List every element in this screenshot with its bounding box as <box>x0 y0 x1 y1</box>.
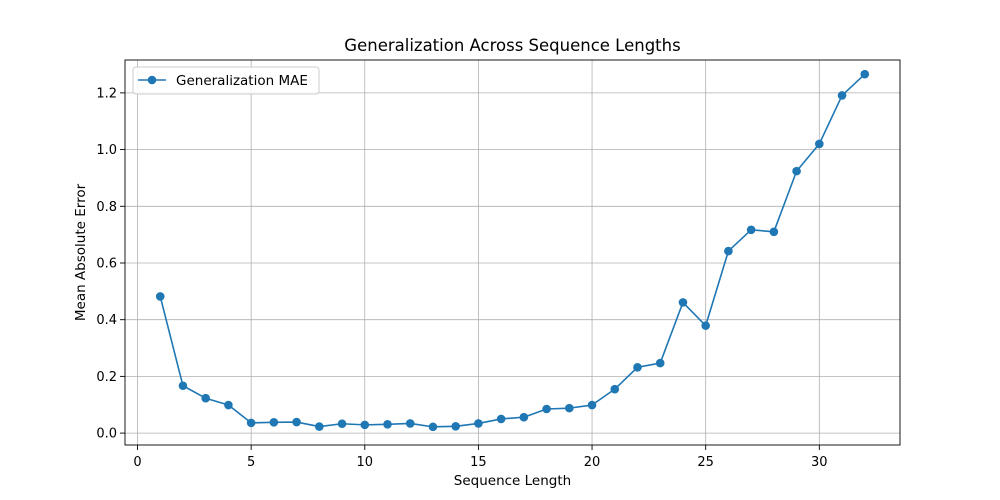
data-point <box>860 69 870 79</box>
data-point <box>428 422 438 432</box>
x-tick-label: 20 <box>584 455 601 470</box>
x-axis-title: Sequence Length <box>454 473 571 489</box>
data-point <box>633 363 642 372</box>
data-point <box>610 384 620 394</box>
legend: Generalization MAE <box>132 66 320 95</box>
data-point <box>383 420 392 429</box>
data-point <box>496 414 506 424</box>
legend-marker-swatch <box>147 75 157 85</box>
x-tick-label: 10 <box>356 455 373 470</box>
y-tick-label: 0.2 <box>96 370 117 385</box>
data-point <box>292 417 301 427</box>
y-tick-label: 0.0 <box>96 427 117 442</box>
data-point <box>542 404 551 414</box>
data-point <box>405 419 415 428</box>
legend-box <box>132 66 320 95</box>
chart-title: Generalization Across Sequence Lengths <box>344 36 680 55</box>
data-point <box>155 292 165 301</box>
data-point <box>587 400 597 410</box>
data-point <box>746 225 756 235</box>
data-point <box>315 422 324 431</box>
y-tick-label: 1.0 <box>96 143 117 158</box>
data-point <box>815 139 824 149</box>
axis-ticks: 0 5 10 15 20 25 30 0.0 0.2 0.4 0.6 0.8 1.0 1.2 <box>96 86 827 470</box>
x-tick-label: 0 <box>133 455 141 470</box>
x-tick-label: 30 <box>811 455 828 470</box>
y-tick-label: 0.4 <box>96 313 117 328</box>
data-point <box>724 246 733 256</box>
data-point <box>837 91 847 100</box>
data-point <box>269 418 279 427</box>
y-axis-title: Mean Absolute Error <box>73 183 89 321</box>
legend-label: Generalization MAE <box>176 73 308 89</box>
x-tick-label: 25 <box>697 455 714 470</box>
data-point <box>246 418 256 428</box>
data-point <box>792 166 801 176</box>
data-point <box>565 403 574 413</box>
data-point <box>337 419 347 429</box>
x-tick-label: 5 <box>247 455 255 470</box>
data-point <box>655 358 665 368</box>
y-tick-label: 0.6 <box>96 256 117 271</box>
plot-frame <box>124 59 901 446</box>
y-tick-label: 0.8 <box>96 200 117 215</box>
data-point <box>701 321 710 330</box>
x-tick-label: 15 <box>470 455 487 470</box>
grid-lines <box>125 60 900 445</box>
data-point <box>178 381 188 391</box>
data-point <box>360 420 370 430</box>
series-layer <box>155 69 870 432</box>
data-point <box>201 393 210 403</box>
y-tick-label: 1.2 <box>96 86 117 101</box>
data-point <box>678 298 688 307</box>
data-point <box>224 400 233 410</box>
data-point <box>519 412 529 422</box>
data-point <box>474 419 483 428</box>
data-point <box>451 421 460 431</box>
data-point <box>769 227 779 237</box>
